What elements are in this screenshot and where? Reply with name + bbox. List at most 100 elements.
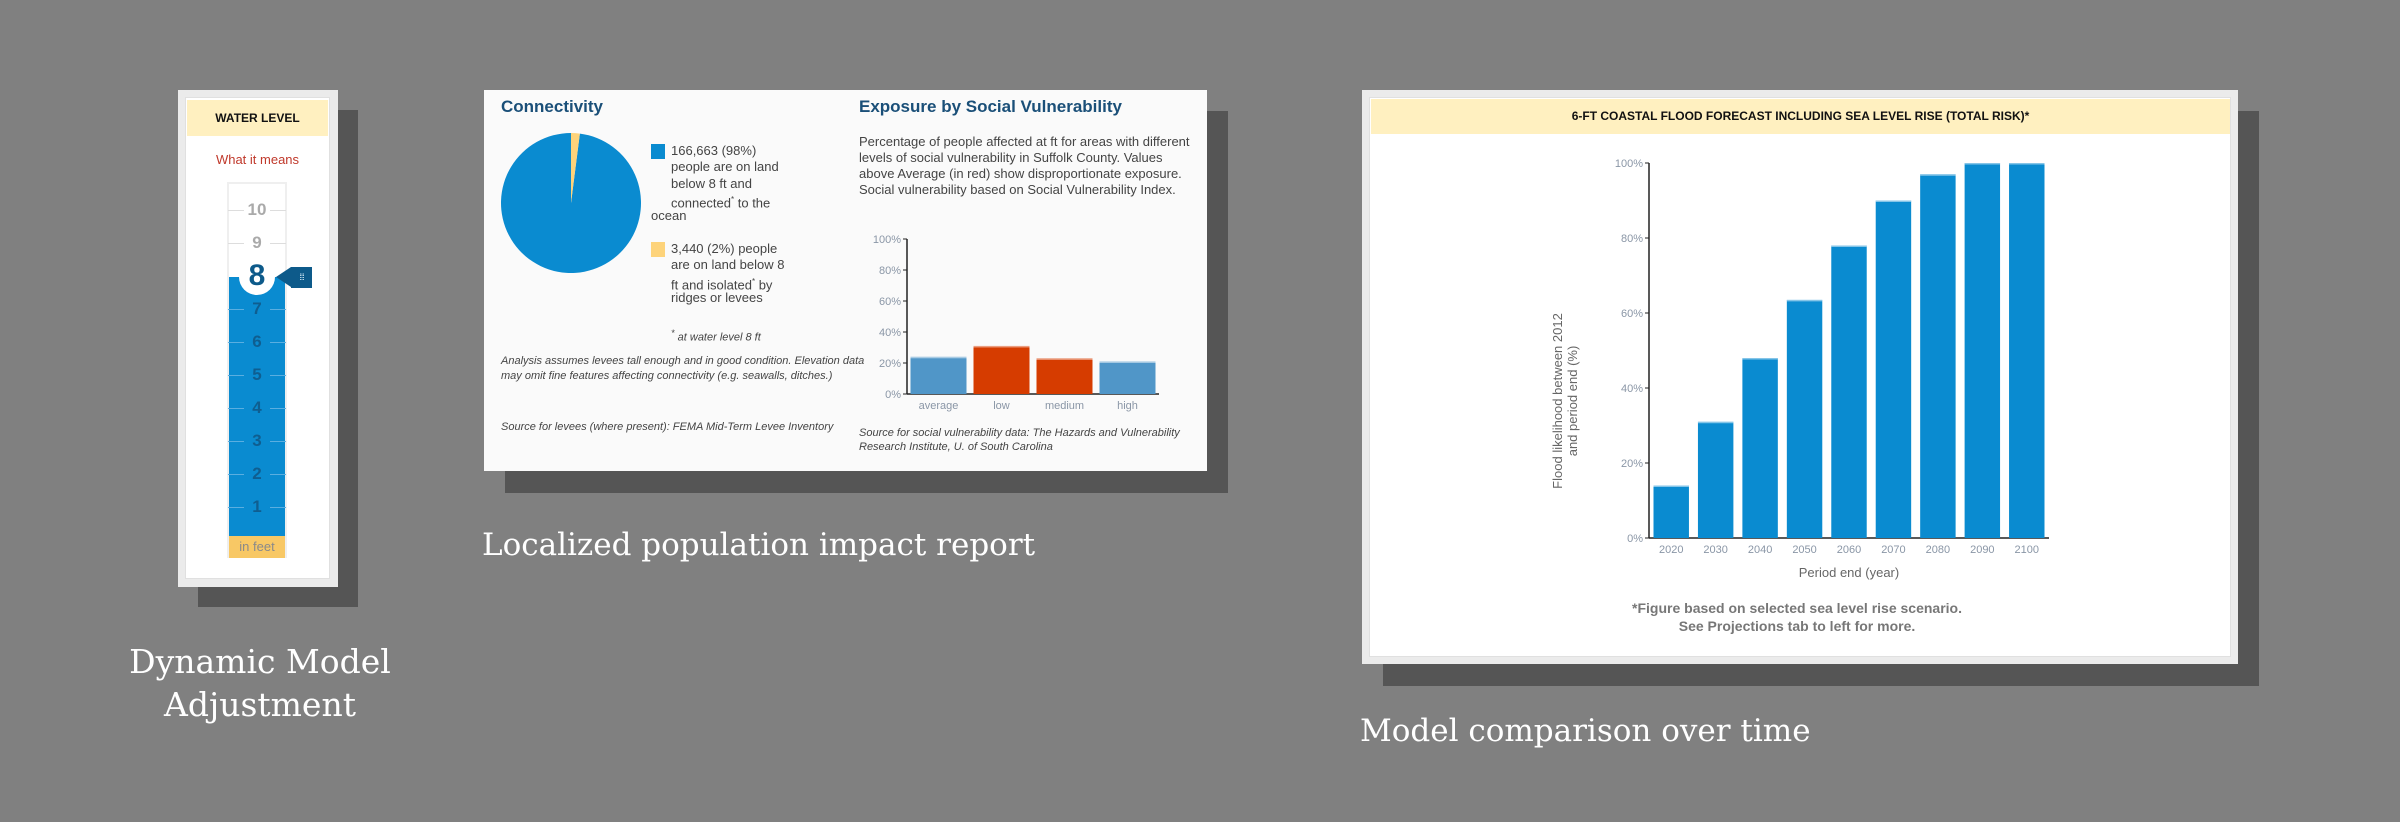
- footnote: * at water level 8 ft: [671, 326, 761, 345]
- tick-value: 3: [252, 431, 262, 450]
- water-fill: [229, 277, 285, 536]
- grip-dots-icon: ⁞⁞⁞: [291, 267, 312, 288]
- tick-value: 6: [252, 332, 262, 351]
- tick-line: [228, 507, 244, 508]
- legend-text-line: connected* to the: [671, 194, 771, 211]
- x-tick-label: medium: [1045, 400, 1084, 412]
- tick-value: 9: [252, 233, 262, 252]
- exposure-title: Exposure by Social Vulnerability: [859, 97, 1122, 116]
- water-level-title: WATER LEVEL: [187, 100, 328, 136]
- x-tick-label: low: [993, 400, 1010, 412]
- pie-slice-isolated: [571, 133, 580, 203]
- tick-value: 5: [252, 365, 262, 384]
- tick-line: [228, 375, 244, 376]
- tick-line: [270, 375, 286, 376]
- y-tick-label: 0%: [885, 389, 901, 401]
- tick-line: [270, 507, 286, 508]
- caption-dynamic-line1: Dynamic Model: [129, 642, 391, 681]
- level-slider-handle[interactable]: ⁞⁞⁞: [276, 267, 312, 288]
- bar-2090: [1964, 163, 2001, 538]
- caption-localized: Localized population impact report: [482, 527, 1036, 563]
- tick-value: 2: [252, 464, 262, 483]
- y-tick-label: 80%: [1621, 233, 1643, 245]
- gauge-tick-label: 1: [228, 497, 286, 517]
- bar-top-highlight: [1786, 299, 1823, 302]
- y-tick-label: 40%: [879, 327, 901, 339]
- bar-top-highlight: [1964, 163, 2001, 165]
- y-tick-label: 100%: [873, 234, 901, 246]
- tick-value: 4: [252, 398, 262, 417]
- y-tick-label: 60%: [879, 296, 901, 308]
- gauge-tick-label: 7: [228, 299, 286, 319]
- tick-value: 7: [252, 299, 262, 318]
- bar-2020: [1653, 485, 1689, 538]
- tick-value: 1: [252, 497, 262, 516]
- y-tick-label: 20%: [1621, 458, 1643, 470]
- bar-2100: [2009, 163, 2045, 538]
- gauge-tick-label: 6: [228, 332, 286, 352]
- tick-line: [270, 342, 286, 343]
- x-tick-label: 2030: [1703, 544, 1727, 556]
- exposure-bar-chart: 0% 20% 40% 60% 80% 100% average low medium high: [873, 234, 1159, 412]
- bar-top-highlight: [910, 356, 967, 359]
- current-level: 8: [248, 259, 266, 292]
- x-tick-label: average: [919, 400, 959, 412]
- legend-text-line: ocean: [651, 208, 687, 224]
- gauge-tick-label: 9: [228, 233, 286, 253]
- legend-swatch: [651, 144, 665, 159]
- x-tick-label: 2020: [1659, 544, 1683, 556]
- bar-medium: [1036, 358, 1093, 394]
- tick-line: [228, 243, 244, 244]
- bar-top-highlight: [1099, 361, 1156, 363]
- bar-2070: [1875, 200, 1912, 538]
- bar-2030: [1697, 421, 1734, 538]
- handle-pointer: [276, 267, 291, 287]
- y-axis-title: Flood likelihood between 2012: [1550, 313, 1565, 489]
- bar-top-highlight: [1920, 174, 1956, 176]
- y-tick-label: 0%: [1627, 533, 1643, 545]
- legend-text-line: ridges or levees: [671, 289, 763, 305]
- footnote-mark: *: [671, 328, 675, 338]
- tick-line: [270, 474, 286, 475]
- x-tick-label: 2090: [1970, 544, 1994, 556]
- tick-line: [270, 408, 286, 409]
- y-tick-label: 40%: [1621, 383, 1643, 395]
- x-tick-label: high: [1117, 400, 1138, 412]
- forecast-footnote-2: See Projections tab to left for more.: [1678, 618, 1916, 634]
- legend-swatch: [651, 242, 665, 257]
- x-tick-label: 2070: [1881, 544, 1905, 556]
- levee-source: Source for levees (where present): FEMA …: [501, 421, 834, 433]
- bar-2040: [1742, 358, 1778, 538]
- y-tick-label: 60%: [1621, 308, 1643, 320]
- bar-top-highlight: [1831, 245, 1867, 247]
- y-axis-title: and period end (%): [1565, 346, 1580, 457]
- tick-line: [228, 210, 244, 211]
- unit-label: in feet: [229, 536, 285, 558]
- tick-line: [270, 441, 286, 442]
- tick-line: [228, 309, 244, 310]
- what-it-means-link[interactable]: What it means: [215, 152, 300, 167]
- gauge-tick-label: 5: [228, 365, 286, 385]
- legend-text-line: 166,663 (98%): [671, 143, 757, 158]
- bar-2050: [1786, 299, 1823, 538]
- gauge-tick-label: 2: [228, 464, 286, 484]
- legend-text-line: are on land below 8: [671, 257, 785, 273]
- tick-line: [270, 243, 286, 244]
- connectivity-pie-chart: [501, 133, 641, 273]
- y-tick-label: 100%: [1615, 158, 1643, 170]
- tick-line: [228, 441, 244, 442]
- bar-top-highlight: [1875, 200, 1912, 202]
- bar-top-highlight: [1036, 358, 1093, 360]
- connectivity-title: Connectivity: [501, 97, 604, 116]
- bar-top-highlight: [973, 345, 1030, 348]
- caption-dynamic-line2: Adjustment: [164, 685, 356, 724]
- legend-text-line: ft and isolated* by: [671, 276, 773, 292]
- bar-low: [973, 345, 1030, 394]
- tick-value: 10: [247, 200, 267, 219]
- forecast-bar-chart: 0% 20% 40% 60% 80% 100% 2020 2030 2040 2050 2060 20…: [1550, 158, 2049, 580]
- gauge-tick-label: 4: [228, 398, 286, 418]
- legend-text-line: people are on land: [671, 159, 779, 175]
- exposure-description: Percentage of people affected at ft for …: [859, 134, 1190, 197]
- sv-source: Source for social vulnerability data: Th…: [859, 427, 1180, 453]
- x-tick-label: 2060: [1837, 544, 1861, 556]
